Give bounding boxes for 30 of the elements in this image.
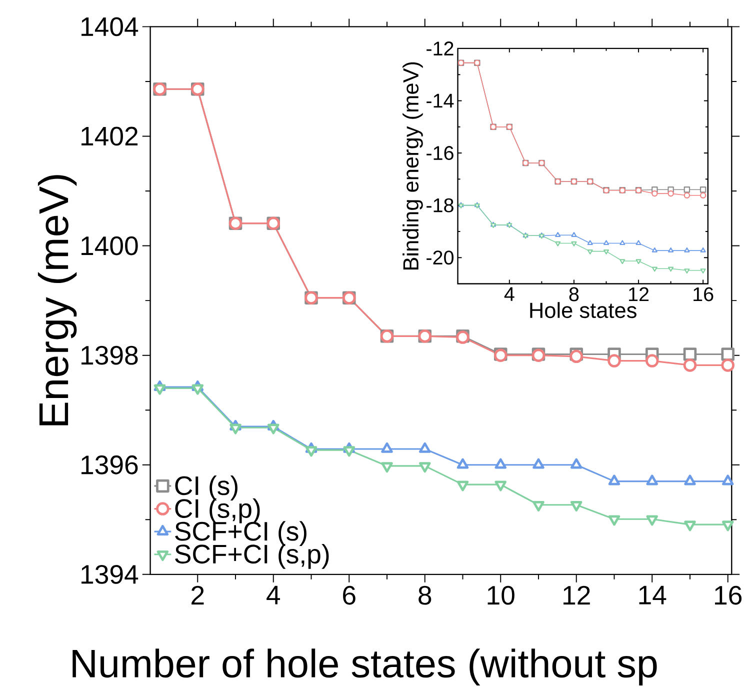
x-tick-label: 14 bbox=[639, 586, 666, 604]
y-tick-label: -20 bbox=[426, 250, 454, 265]
y-tick-label: -14 bbox=[426, 94, 454, 108]
legend-label: SCF+CI (s,p) bbox=[175, 544, 329, 569]
legend-label: SCF+CI (s) bbox=[175, 521, 306, 546]
y-tick-label: 1400 bbox=[82, 236, 138, 256]
y-tick-label: 1396 bbox=[82, 455, 138, 474]
x-axis-title: Hole states bbox=[530, 302, 636, 318]
x-tick-label: 16 bbox=[694, 287, 714, 302]
x-tick-label: 8 bbox=[569, 287, 579, 302]
y-tick-label: -16 bbox=[426, 146, 454, 160]
y-tick-label: -18 bbox=[426, 198, 454, 212]
y-tick-label: 1398 bbox=[82, 346, 138, 365]
x-tick-label: 10 bbox=[488, 586, 514, 605]
x-tick-label: 12 bbox=[564, 586, 590, 604]
y-axis-title: Energy (meV) bbox=[38, 175, 77, 426]
y-tick-label: 1402 bbox=[82, 126, 138, 146]
y-tick-label: 1394 bbox=[82, 564, 138, 584]
y-axis-title: Binding energy (meV) bbox=[402, 62, 423, 270]
x-axis-title: Number of hole states (without sp bbox=[72, 648, 657, 686]
x-tick-label: 12 bbox=[629, 287, 649, 301]
y-tick-label: -12 bbox=[426, 41, 454, 56]
x-tick-label: 6 bbox=[343, 586, 356, 605]
x-tick-label: 4 bbox=[504, 287, 514, 301]
x-tick-label: 8 bbox=[418, 586, 432, 605]
x-tick-label: 16 bbox=[715, 586, 742, 605]
x-tick-label: 2 bbox=[192, 586, 204, 604]
y-tick-label: 1404 bbox=[82, 17, 138, 36]
x-tick-label: 4 bbox=[266, 586, 280, 604]
legend-label: CI (s) bbox=[175, 475, 238, 500]
